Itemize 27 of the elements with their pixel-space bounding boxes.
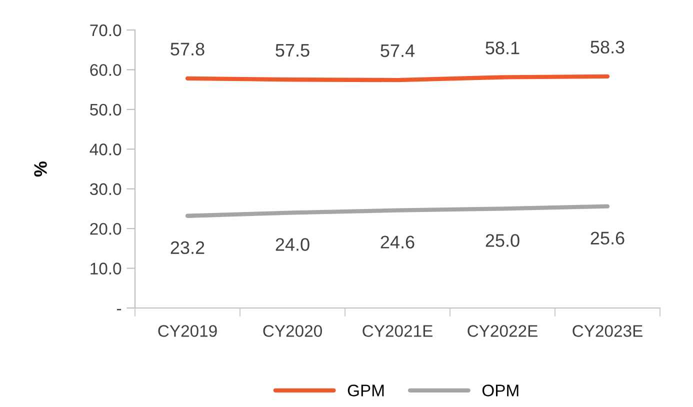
data-label: 25.6 xyxy=(590,232,624,245)
data-label: 24.6 xyxy=(380,236,414,248)
data-label: 24.0 xyxy=(276,238,310,251)
y-tick-label: 20.0 xyxy=(90,222,122,235)
y-tick-label: 50.0 xyxy=(90,104,122,116)
x-tick-label: CY2020 xyxy=(263,325,322,337)
data-label: 57.5 xyxy=(276,44,310,57)
y-tick-label: - xyxy=(116,308,122,310)
data-label: 58.3 xyxy=(590,40,624,54)
line-series xyxy=(185,204,610,218)
legend-label: OPM xyxy=(482,384,518,396)
y-tick-label: 30.0 xyxy=(90,183,122,196)
y-axis-title: % xyxy=(34,161,47,177)
x-tick-label: CY2021E xyxy=(362,325,432,337)
data-label: 23.2 xyxy=(170,241,204,254)
y-tick-label: 70.0 xyxy=(90,24,122,36)
x-tick-label: CY2023E xyxy=(572,325,642,337)
x-tick-label: CY2022E xyxy=(468,325,538,337)
x-tick-label: CY2019 xyxy=(158,325,217,337)
data-label: 25.0 xyxy=(486,234,520,247)
data-label: 57.8 xyxy=(170,42,204,56)
y-tick-label: 40.0 xyxy=(90,144,122,156)
y-tick-label: 10.0 xyxy=(90,262,122,274)
data-label: 57.4 xyxy=(380,44,415,58)
y-tick-label: 60.0 xyxy=(90,64,122,76)
data-label: 58.1 xyxy=(486,42,520,54)
legend-label: GPM xyxy=(348,384,384,396)
